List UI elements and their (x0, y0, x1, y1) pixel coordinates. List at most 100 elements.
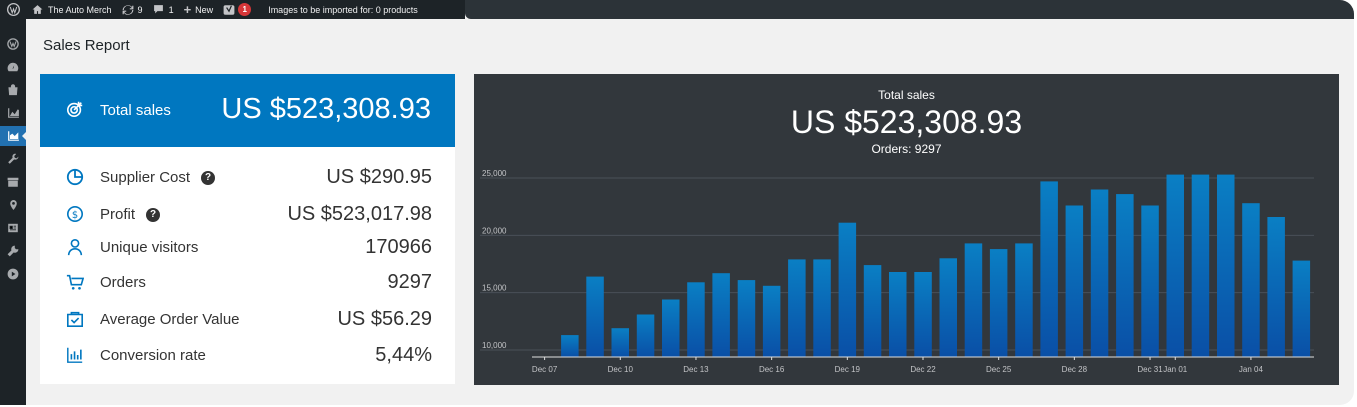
chart-bar[interactable] (712, 273, 730, 357)
cart-icon (66, 273, 85, 291)
updates-count: 9 (137, 4, 143, 15)
comments-link[interactable]: 1 (148, 0, 179, 19)
x-tick-label: Dec 07 (532, 365, 558, 374)
tools-icon[interactable] (0, 149, 26, 169)
unique-visitors-value: 170966 (365, 236, 432, 258)
play-icon[interactable] (0, 264, 26, 284)
chart-bar[interactable] (863, 265, 882, 357)
svg-text:$: $ (72, 210, 78, 221)
chart-bar[interactable] (737, 280, 756, 357)
chart-bar[interactable] (611, 328, 630, 357)
chart-bar[interactable] (762, 285, 781, 357)
x-tick-label: Dec 22 (910, 365, 936, 374)
chart-bar[interactable] (889, 272, 907, 357)
updates-link[interactable]: 9 (117, 0, 148, 19)
chart-bar[interactable] (964, 243, 983, 357)
chart-subtitle: Total sales (878, 88, 935, 102)
chart-bar[interactable] (1166, 174, 1185, 357)
stats-icon[interactable] (0, 103, 26, 123)
conversion-rate-label: Conversion rate (100, 347, 206, 364)
profit-label: Profit (100, 206, 136, 223)
chart-bar[interactable] (838, 222, 857, 357)
total-sales-label: Total sales (100, 102, 171, 119)
new-label: New (195, 4, 214, 15)
stat-row-profit: $ Profit ? US $523,017.98 (40, 199, 455, 229)
chart-bar[interactable] (788, 259, 806, 357)
target-icon (66, 100, 84, 123)
wordpress-menu-icon[interactable] (0, 34, 26, 54)
chart-bar[interactable] (561, 335, 579, 357)
total-sales-header: Total sales US $523,308.93 (40, 74, 455, 147)
chart-bar[interactable] (939, 258, 958, 357)
store-icon[interactable] (0, 80, 26, 100)
new-content-link[interactable]: + New (179, 0, 219, 19)
chart-bar[interactable] (914, 272, 932, 357)
chart-bar[interactable] (1116, 194, 1134, 357)
supplier-cost-label: Supplier Cost (100, 169, 191, 186)
yoast-menu[interactable]: 1 (218, 0, 256, 19)
stat-row-conversion-rate: Conversion rate 5,44% (40, 340, 455, 370)
pie-chart-icon (66, 168, 84, 186)
media-icon[interactable] (0, 218, 26, 238)
chart-bar[interactable] (1217, 174, 1235, 357)
import-notice[interactable]: Images to be imported for: 0 products (256, 0, 423, 19)
admin-bar-background (465, 0, 1354, 19)
yoast-badge: 1 (238, 3, 252, 16)
chart-bar[interactable] (1267, 217, 1285, 357)
site-name: The Auto Merch (48, 4, 112, 15)
dollar-icon: $ (66, 205, 84, 223)
x-tick-label: Jan 01 (1163, 365, 1188, 374)
average-order-value-value: US $56.29 (337, 308, 432, 330)
chart-bar[interactable] (1191, 174, 1210, 357)
chart-bar[interactable] (636, 314, 655, 358)
total-sales-value: US $523,308.93 (221, 93, 431, 125)
chart-bar[interactable] (1090, 189, 1109, 358)
unique-visitors-label: Unique visitors (100, 239, 199, 256)
profit-help-icon[interactable]: ? (146, 207, 161, 222)
chart-bar[interactable] (1141, 205, 1159, 358)
x-tick-label: Jan 04 (1239, 365, 1264, 374)
chart-bar[interactable] (1242, 203, 1260, 357)
conversion-rate-value: 5,44% (375, 344, 432, 366)
stat-row-orders: Orders 9297 (40, 267, 455, 297)
profit-value: US $523,017.98 (287, 203, 432, 225)
admin-side-menu (0, 19, 26, 405)
y-tick-label: 20,000 (482, 226, 507, 235)
wp-logo-button[interactable] (0, 0, 27, 19)
chart-bar[interactable] (1065, 205, 1084, 358)
chart-bar[interactable] (662, 299, 680, 358)
chart-bar[interactable] (989, 249, 1008, 357)
supplier-cost-value: US $290.95 (326, 166, 432, 188)
chart-bar[interactable] (586, 276, 604, 357)
y-tick-label: 15,000 (482, 284, 507, 293)
chart-bar[interactable] (1015, 243, 1033, 357)
site-name-link[interactable]: The Auto Merch (27, 0, 117, 19)
archive-icon[interactable] (0, 172, 26, 192)
x-tick-label: Dec 16 (759, 365, 785, 374)
comment-icon (153, 5, 163, 14)
admin-bar: The Auto Merch 9 1 + New 1 Images to be … (0, 0, 465, 19)
y-tick-label: 25,000 (482, 169, 507, 178)
supplier-cost-help-icon[interactable]: ? (201, 170, 216, 185)
average-order-value-label: Average Order Value (100, 311, 240, 328)
page-title: Sales Report (43, 37, 130, 54)
location-icon[interactable] (0, 195, 26, 215)
chart-bar[interactable] (687, 282, 705, 357)
plus-icon: + (183, 2, 192, 17)
x-tick-label: Dec 28 (1062, 365, 1088, 374)
stat-row-unique-visitors: Unique visitors 170966 (40, 232, 455, 262)
comments-count: 1 (168, 4, 174, 15)
chart-bar[interactable] (813, 259, 831, 357)
refresh-icon (122, 4, 133, 15)
bag-icon (66, 310, 84, 328)
chart-bar[interactable] (1040, 181, 1058, 357)
dashboard-icon[interactable] (0, 57, 26, 77)
x-tick-label: Dec 10 (608, 365, 634, 374)
chart-total-sales: US $523,308.93 (790, 104, 1023, 140)
user-icon (66, 238, 84, 256)
yoast-icon (223, 4, 235, 15)
wrench-icon[interactable] (0, 241, 26, 261)
analytics-icon[interactable] (0, 126, 26, 146)
chart-bar[interactable] (1292, 260, 1311, 357)
